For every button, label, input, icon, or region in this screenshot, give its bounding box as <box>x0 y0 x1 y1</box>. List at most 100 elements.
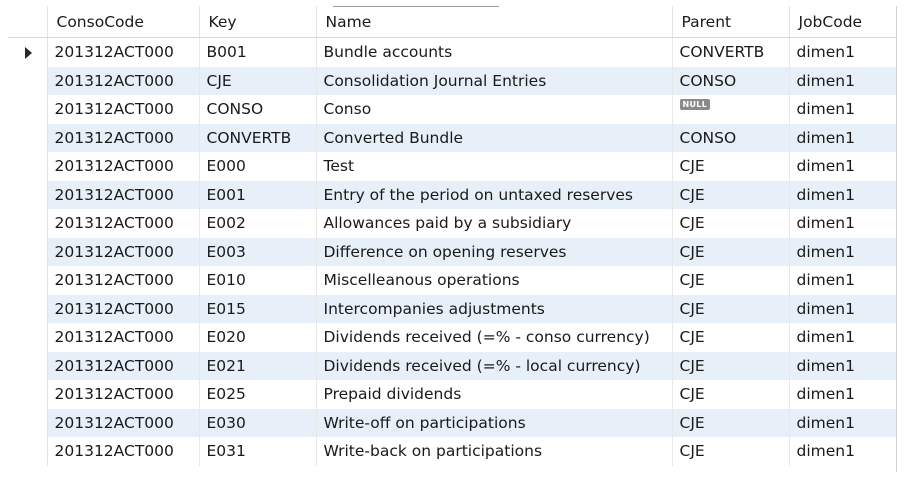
key-cell[interactable]: E031 <box>199 437 317 466</box>
table-row[interactable]: 201312ACT000 E030 Write-off on participati… <box>8 408 896 437</box>
consocode-cell[interactable]: 201312ACT000 <box>47 437 200 466</box>
parent-cell[interactable]: CJE <box>672 380 790 409</box>
jobcode-cell[interactable]: dimen1 <box>789 95 896 124</box>
key-cell[interactable]: E030 <box>199 408 317 437</box>
parent-cell[interactable]: CJE <box>672 408 790 437</box>
parent-cell[interactable]: CJE <box>672 180 790 209</box>
row-selector[interactable] <box>8 323 48 352</box>
column-header-name[interactable]: Name <box>316 6 673 38</box>
jobcode-cell[interactable]: dimen1 <box>789 408 896 437</box>
consocode-cell[interactable]: 201312ACT000 <box>47 294 200 323</box>
row-selector[interactable] <box>8 408 48 437</box>
table-row[interactable]: 201312ACT000 E003 Difference on opening re… <box>8 237 896 266</box>
parent-cell[interactable]: CJE <box>672 152 790 181</box>
jobcode-cell[interactable]: dimen1 <box>789 209 896 238</box>
table-row[interactable]: 201312ACT000 E025 Prepaid dividends CJE dime… <box>8 380 896 409</box>
column-header-parent[interactable]: Parent <box>672 6 790 38</box>
jobcode-cell[interactable]: dimen1 <box>789 152 896 181</box>
jobcode-cell[interactable]: dimen1 <box>789 351 896 380</box>
table-row[interactable]: 201312ACT000 B001 Bundle accounts CONVERTB d… <box>8 37 896 67</box>
jobcode-cell[interactable]: dimen1 <box>789 323 896 352</box>
row-selector[interactable] <box>8 351 48 380</box>
key-cell[interactable]: E025 <box>199 380 317 409</box>
key-cell[interactable]: E021 <box>199 351 317 380</box>
table-row[interactable]: 201312ACT000 E010 Miscelleanous operations… <box>8 266 896 295</box>
row-selector[interactable] <box>8 294 48 323</box>
row-selector[interactable] <box>8 66 48 95</box>
row-selector[interactable] <box>8 37 48 67</box>
parent-cell[interactable]: CJE <box>672 323 790 352</box>
key-cell[interactable]: B001 <box>199 37 317 67</box>
key-cell[interactable]: E000 <box>199 152 317 181</box>
table-row[interactable]: 201312ACT000 E015 Intercompanies adjustmen… <box>8 294 896 323</box>
jobcode-cell[interactable]: dimen1 <box>789 123 896 152</box>
jobcode-cell[interactable]: dimen1 <box>789 66 896 95</box>
row-selector[interactable] <box>8 180 48 209</box>
parent-cell[interactable]: CJE <box>672 437 790 466</box>
name-cell[interactable]: Intercompanies adjustments <box>316 294 673 323</box>
name-cell[interactable]: Allowances paid by a subsidiary <box>316 209 673 238</box>
row-selector[interactable] <box>8 123 48 152</box>
name-cell[interactable]: Entry of the period on untaxed reserves <box>316 180 673 209</box>
name-cell[interactable]: Bundle accounts <box>316 37 673 67</box>
row-selector[interactable] <box>8 266 48 295</box>
jobcode-cell[interactable]: dimen1 <box>789 180 896 209</box>
row-selector[interactable] <box>8 152 48 181</box>
key-cell[interactable]: E010 <box>199 266 317 295</box>
name-cell[interactable]: Write-back on participations <box>316 437 673 466</box>
parent-cell[interactable]: CJE <box>672 351 790 380</box>
parent-cell[interactable]: NULL <box>672 95 790 124</box>
consocode-cell[interactable]: 201312ACT000 <box>47 180 200 209</box>
table-row[interactable]: 201312ACT000 E020 Dividends received (=% -… <box>8 323 896 352</box>
parent-cell[interactable]: CJE <box>672 209 790 238</box>
table-row[interactable]: 201312ACT000 CONSO Conso NULL dimen1 <box>8 95 896 124</box>
name-cell[interactable]: Dividends received (=% - local currency) <box>316 351 673 380</box>
jobcode-cell[interactable]: dimen1 <box>789 380 896 409</box>
key-cell[interactable]: CJE <box>199 66 317 95</box>
consocode-cell[interactable]: 201312ACT000 <box>47 123 200 152</box>
consocode-cell[interactable]: 201312ACT000 <box>47 323 200 352</box>
consocode-cell[interactable]: 201312ACT000 <box>47 152 200 181</box>
column-header-jobcode[interactable]: JobCode <box>789 6 896 38</box>
result-grid[interactable]: ConsoCode Key Name Parent JobCode 201312… <box>8 6 897 472</box>
name-cell[interactable]: Conso <box>316 95 673 124</box>
name-cell[interactable]: Prepaid dividends <box>316 380 673 409</box>
table-row[interactable]: 201312ACT000 CONVERTB Converted Bundle CONS… <box>8 123 896 152</box>
column-header-consocode[interactable]: ConsoCode <box>47 6 200 38</box>
consocode-cell[interactable]: 201312ACT000 <box>47 209 200 238</box>
key-cell[interactable]: E001 <box>199 180 317 209</box>
key-cell[interactable]: E002 <box>199 209 317 238</box>
parent-cell[interactable]: CONVERTB <box>672 37 790 67</box>
jobcode-cell[interactable]: dimen1 <box>789 266 896 295</box>
consocode-cell[interactable]: 201312ACT000 <box>47 95 200 124</box>
name-cell[interactable]: Consolidation Journal Entries <box>316 66 673 95</box>
parent-cell[interactable]: CJE <box>672 237 790 266</box>
key-cell[interactable]: E015 <box>199 294 317 323</box>
table-row[interactable]: 201312ACT000 E000 Test CJE dimen1 <box>8 152 896 181</box>
parent-cell[interactable]: CONSO <box>672 123 790 152</box>
parent-cell[interactable]: CJE <box>672 294 790 323</box>
row-selector[interactable] <box>8 237 48 266</box>
name-cell[interactable]: Test <box>316 152 673 181</box>
consocode-cell[interactable]: 201312ACT000 <box>47 237 200 266</box>
column-header-key[interactable]: Key <box>199 6 317 38</box>
key-cell[interactable]: E003 <box>199 237 317 266</box>
consocode-cell[interactable]: 201312ACT000 <box>47 351 200 380</box>
table-row[interactable]: 201312ACT000 E002 Allowances paid by a sub… <box>8 209 896 238</box>
name-cell[interactable]: Dividends received (=% - conso currency) <box>316 323 673 352</box>
table-row[interactable]: 201312ACT000 E031 Write-back on participat… <box>8 437 896 466</box>
name-cell[interactable]: Difference on opening reserves <box>316 237 673 266</box>
table-row[interactable]: 201312ACT000 E021 Dividends received (=% -… <box>8 351 896 380</box>
key-cell[interactable]: CONVERTB <box>199 123 317 152</box>
consocode-cell[interactable]: 201312ACT000 <box>47 408 200 437</box>
row-selector-header[interactable] <box>8 6 48 38</box>
consocode-cell[interactable]: 201312ACT000 <box>47 37 200 67</box>
parent-cell[interactable]: CONSO <box>672 66 790 95</box>
consocode-cell[interactable]: 201312ACT000 <box>47 266 200 295</box>
consocode-cell[interactable]: 201312ACT000 <box>47 66 200 95</box>
row-selector[interactable] <box>8 209 48 238</box>
key-cell[interactable]: CONSO <box>199 95 317 124</box>
key-cell[interactable]: E020 <box>199 323 317 352</box>
parent-cell[interactable]: CJE <box>672 266 790 295</box>
table-row[interactable]: 201312ACT000 E001 Entry of the period on u… <box>8 180 896 209</box>
